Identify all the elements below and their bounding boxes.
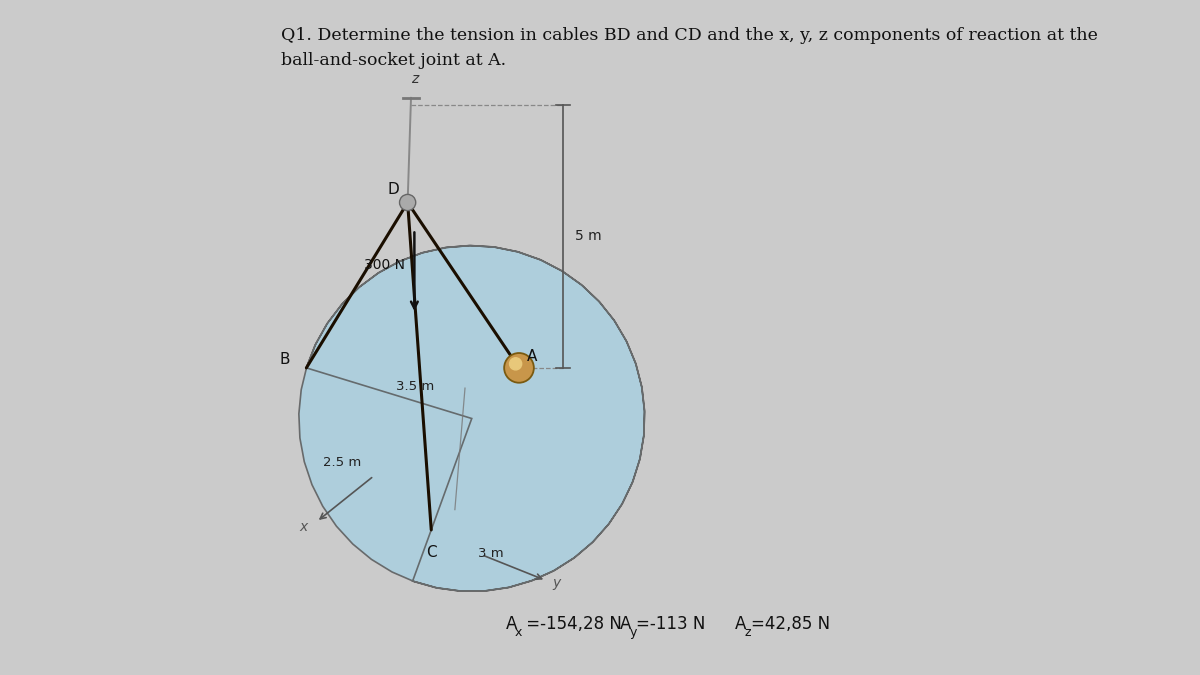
Text: =-154,28 N: =-154,28 N [521, 616, 622, 633]
Text: x: x [515, 626, 522, 639]
Text: z: z [744, 626, 751, 639]
Text: 3 m: 3 m [479, 547, 504, 560]
Circle shape [400, 194, 415, 211]
Polygon shape [299, 246, 644, 591]
Text: 3.5 m: 3.5 m [396, 380, 434, 393]
Text: B: B [280, 352, 290, 367]
Text: 5 m: 5 m [575, 230, 601, 243]
Text: Q1. Determine the tension in cables BD and CD and the x, y, z components of reac: Q1. Determine the tension in cables BD a… [281, 27, 1098, 44]
Text: y: y [553, 576, 562, 590]
Text: 2.5 m: 2.5 m [323, 456, 361, 468]
Text: =42,85 N: =42,85 N [750, 616, 829, 633]
Text: D: D [388, 182, 400, 197]
Text: ball-and-socket joint at A.: ball-and-socket joint at A. [281, 52, 506, 69]
Text: A: A [527, 349, 538, 364]
Text: A: A [620, 616, 631, 633]
Text: z: z [410, 72, 418, 86]
Text: x: x [300, 520, 308, 534]
Circle shape [504, 353, 534, 383]
Text: A: A [505, 616, 517, 633]
Circle shape [510, 358, 522, 370]
Text: y: y [630, 626, 637, 639]
Text: 300 N: 300 N [364, 258, 404, 272]
Text: A: A [734, 616, 746, 633]
Text: =-113 N: =-113 N [636, 616, 706, 633]
Text: C: C [426, 545, 437, 560]
